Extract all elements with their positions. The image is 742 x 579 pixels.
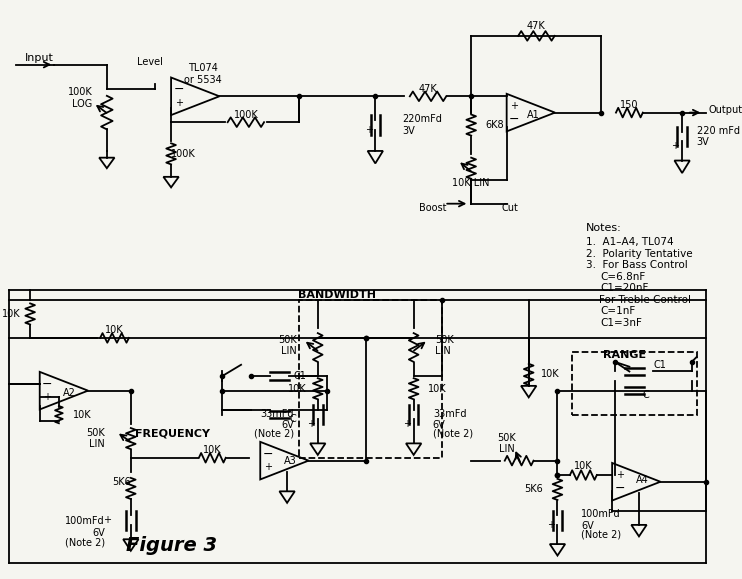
Text: C1: C1 — [294, 371, 306, 382]
Text: 50K
LIN: 50K LIN — [497, 433, 516, 454]
Text: 100K
LOG: 100K LOG — [68, 87, 93, 109]
Text: Figure 3: Figure 3 — [126, 536, 217, 555]
Text: 10K: 10K — [203, 445, 222, 455]
Text: +: + — [510, 101, 519, 111]
Text: C=6.8nF: C=6.8nF — [600, 272, 646, 281]
Text: 150: 150 — [620, 100, 639, 110]
Text: C=1nF: C=1nF — [600, 306, 636, 316]
Text: 10K: 10K — [2, 309, 21, 319]
Text: A4: A4 — [635, 475, 649, 485]
Text: FREQUENCY: FREQUENCY — [134, 429, 209, 439]
Text: −: − — [614, 482, 625, 495]
Text: Input: Input — [25, 53, 54, 63]
Text: 5K6: 5K6 — [525, 485, 543, 494]
Text: 2.  Polarity Tentative: 2. Polarity Tentative — [586, 248, 693, 259]
Text: C1: C1 — [654, 360, 666, 370]
Text: 47K: 47K — [527, 21, 546, 31]
Text: +: + — [364, 125, 372, 135]
Text: 10K: 10K — [428, 384, 447, 394]
Text: +: + — [672, 141, 680, 151]
Text: 100mFd
6V: 100mFd 6V — [582, 510, 621, 531]
Text: 6K8: 6K8 — [485, 120, 505, 130]
Text: +: + — [264, 463, 272, 472]
Text: C: C — [289, 415, 296, 424]
Text: −: − — [509, 113, 519, 126]
Text: BANDWIDTH: BANDWIDTH — [298, 290, 376, 300]
Text: 10K LIN: 10K LIN — [453, 178, 490, 188]
Text: Cut: Cut — [501, 203, 518, 214]
Text: 1.  A1–A4, TL074: 1. A1–A4, TL074 — [586, 237, 674, 247]
Text: 50K
LIN: 50K LIN — [86, 428, 105, 449]
Text: 220mFd
3V: 220mFd 3V — [402, 114, 442, 136]
Text: 10K: 10K — [288, 384, 306, 394]
Text: 10K: 10K — [105, 325, 124, 335]
Text: C1=20nF: C1=20nF — [600, 283, 649, 293]
Text: +: + — [403, 419, 411, 429]
Text: (Note 2): (Note 2) — [433, 429, 473, 439]
Text: +: + — [307, 419, 315, 429]
Text: +: + — [175, 98, 183, 108]
Text: (Note 2): (Note 2) — [582, 529, 622, 540]
Text: 100K: 100K — [171, 149, 196, 159]
Text: 10K: 10K — [73, 409, 92, 420]
Text: 50K
LIN: 50K LIN — [278, 335, 297, 357]
Text: +: + — [43, 393, 51, 402]
Text: 100K: 100K — [234, 111, 258, 120]
Text: 33mFd
6V: 33mFd 6V — [433, 409, 466, 430]
Text: (Note 2): (Note 2) — [65, 537, 105, 547]
Text: TL074
or 5534: TL074 or 5534 — [184, 64, 222, 85]
Text: 100mFd
6V: 100mFd 6V — [65, 516, 105, 538]
Text: 10K: 10K — [574, 461, 593, 471]
Text: 10K: 10K — [541, 369, 559, 379]
Text: A1: A1 — [527, 109, 540, 119]
Text: Notes:: Notes: — [586, 223, 622, 233]
Text: (Note 2): (Note 2) — [254, 429, 294, 439]
Text: C1=3nF: C1=3nF — [600, 317, 643, 328]
Text: Output: Output — [709, 105, 742, 115]
Text: C: C — [643, 390, 649, 401]
Text: −: − — [174, 83, 184, 96]
Text: Level: Level — [137, 57, 163, 67]
Text: A2: A2 — [63, 387, 76, 398]
Text: 50K
LIN: 50K LIN — [435, 335, 453, 357]
Text: −: − — [263, 448, 273, 460]
Text: 47K: 47K — [418, 83, 438, 94]
Text: +: + — [103, 515, 111, 525]
Text: +: + — [616, 470, 624, 480]
Text: A3: A3 — [283, 456, 296, 466]
Text: Boost: Boost — [419, 203, 447, 214]
Text: For Treble Control: For Treble Control — [586, 295, 692, 305]
Text: 3.  For Bass Control: 3. For Bass Control — [586, 260, 688, 270]
Text: 220 mFd
3V: 220 mFd 3V — [697, 126, 740, 148]
Text: RANGE: RANGE — [603, 350, 646, 360]
Text: 33mFd
6V: 33mFd 6V — [260, 409, 294, 430]
Text: −: − — [42, 378, 53, 390]
Text: 5K6: 5K6 — [112, 477, 131, 487]
Text: +: + — [547, 520, 555, 530]
